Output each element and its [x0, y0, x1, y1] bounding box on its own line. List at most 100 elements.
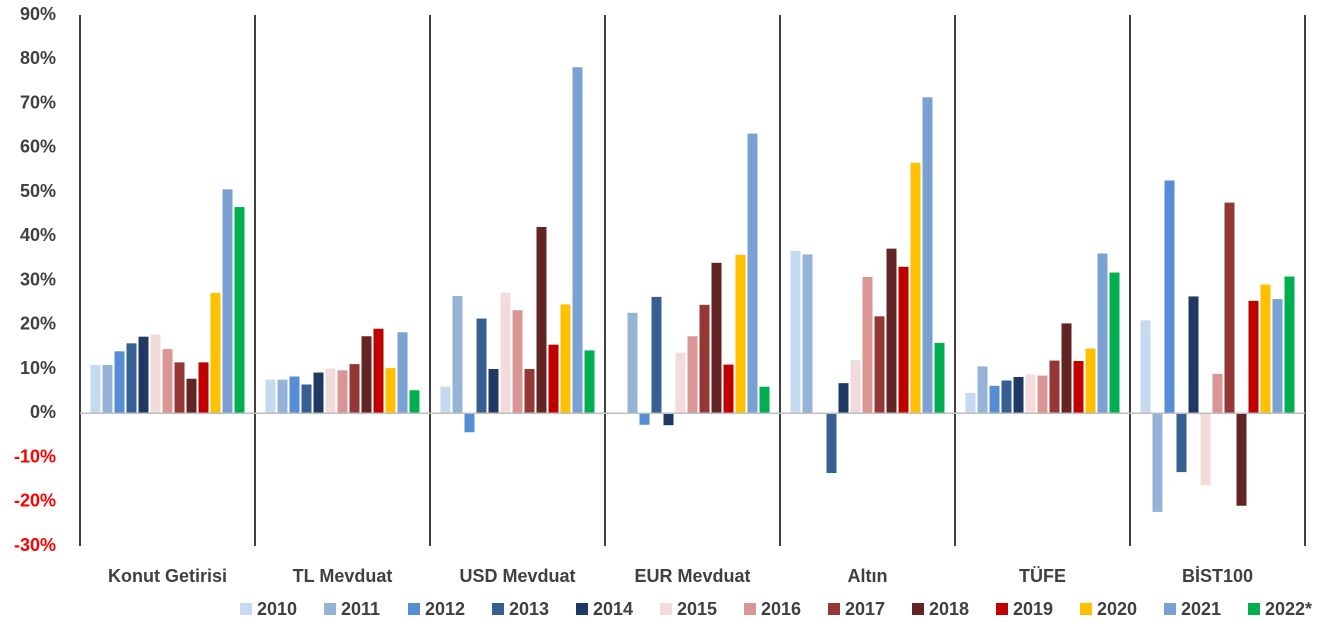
bar [301, 384, 312, 414]
legend-label: 2011 [341, 599, 380, 619]
legend-swatch [1248, 603, 1260, 615]
legend-label: 2017 [845, 599, 885, 619]
bar [723, 364, 734, 414]
bar [1152, 413, 1163, 512]
bar [826, 413, 837, 473]
bar [548, 344, 559, 414]
bar [150, 334, 161, 414]
x-tick-label: TÜFE [1019, 566, 1066, 586]
bar [862, 276, 873, 414]
legend-swatch [828, 603, 840, 615]
bar [373, 328, 384, 414]
legend-label: 2010 [257, 599, 297, 619]
legend-label: 2020 [1097, 599, 1137, 619]
bar [651, 296, 662, 414]
bar [663, 413, 674, 426]
bar [277, 379, 288, 414]
y-tick-label: 90% [20, 4, 56, 24]
bar [1260, 284, 1271, 414]
bar [675, 352, 686, 414]
bar [965, 392, 976, 414]
bar [560, 304, 571, 414]
bar [1025, 374, 1036, 414]
bar [114, 351, 125, 414]
bar [265, 379, 276, 414]
bar [138, 336, 149, 414]
bar [977, 366, 988, 414]
bar [536, 226, 547, 414]
bar [874, 316, 885, 414]
bar [174, 362, 185, 414]
legend-label: 2021 [1181, 599, 1221, 619]
bar [313, 372, 324, 414]
bar [1272, 299, 1283, 414]
bar [1013, 376, 1024, 414]
x-tick-label: TL Mevduat [293, 566, 393, 586]
bar [802, 254, 813, 414]
bar [838, 383, 849, 414]
bar [198, 362, 209, 414]
x-tick-label: EUR Mevduat [634, 566, 750, 586]
bar [488, 369, 499, 414]
bar [898, 266, 909, 414]
legend-swatch [996, 603, 1008, 615]
bar [512, 310, 523, 414]
y-tick-label: 50% [20, 181, 56, 201]
x-tick-label: BİST100 [1182, 566, 1253, 586]
bar [922, 97, 933, 414]
y-tick-label: 0% [30, 402, 56, 422]
x-tick-label: Altın [848, 566, 888, 586]
bar [337, 370, 348, 414]
bar [126, 343, 137, 414]
bar [1097, 253, 1108, 414]
legend-swatch [1164, 603, 1176, 615]
legend-swatch [492, 603, 504, 615]
legend-label: 2016 [761, 599, 801, 619]
bar [1037, 375, 1048, 414]
bar [1140, 320, 1151, 414]
legend-swatch [240, 603, 252, 615]
bar [1061, 323, 1072, 414]
y-tick-label: 70% [20, 92, 56, 112]
bar [989, 385, 1000, 414]
bar [934, 342, 945, 414]
bar [1188, 296, 1199, 414]
y-tick-label: -30% [14, 535, 56, 555]
bar [397, 332, 408, 414]
bar [584, 350, 595, 414]
bar [1224, 202, 1235, 414]
legend-swatch [660, 603, 672, 615]
bar [476, 318, 487, 414]
legend-swatch [744, 603, 756, 615]
bar [759, 386, 770, 414]
y-tick-label: 10% [20, 358, 56, 378]
legend-label: 2015 [677, 599, 717, 619]
legend-label: 2014 [593, 599, 633, 619]
bar [572, 67, 583, 414]
bar [1236, 413, 1247, 506]
y-tick-label: -20% [14, 491, 56, 511]
bar [409, 390, 420, 414]
bar [687, 336, 698, 414]
bar [325, 368, 336, 414]
bar [1001, 380, 1012, 414]
bar [440, 386, 451, 414]
bar [1085, 348, 1096, 414]
bar [90, 365, 101, 414]
bar [910, 162, 921, 414]
x-tick-label: Konut Getirisi [108, 566, 227, 586]
bar [102, 365, 113, 414]
legend-swatch [324, 603, 336, 615]
bar [162, 349, 173, 414]
y-tick-label: 20% [20, 314, 56, 334]
bar [1109, 272, 1120, 414]
y-tick-label: 80% [20, 48, 56, 68]
bar [886, 248, 897, 414]
bar [1212, 373, 1223, 414]
legend-swatch [912, 603, 924, 615]
bar [452, 295, 463, 414]
bar [699, 304, 710, 414]
x-tick-label: USD Mevduat [459, 566, 575, 586]
bar [747, 133, 758, 414]
